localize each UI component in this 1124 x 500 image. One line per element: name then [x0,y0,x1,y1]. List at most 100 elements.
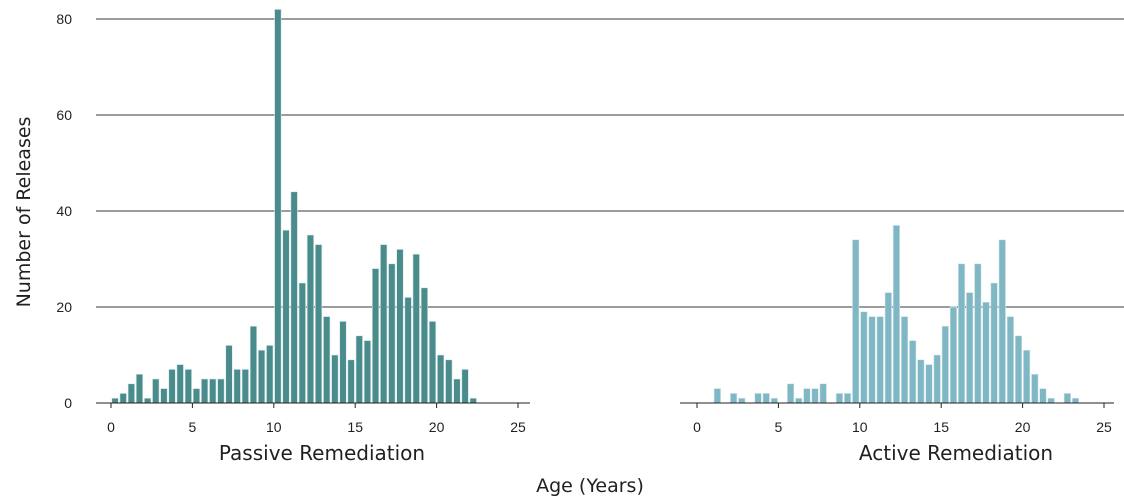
bar [258,349,266,404]
x-tick-label: 5 [189,419,197,435]
bar [225,345,233,404]
y-tick-label: 0 [64,395,72,411]
y-tick-labels: 0 20 40 60 80 [56,11,72,411]
bar [876,316,884,404]
bar [201,378,209,404]
x-tick-labels: 0 5 10 15 20 25 0 5 10 15 20 25 [107,419,1112,435]
bar [274,9,282,404]
x-tick-label: 5 [775,419,783,435]
bar [127,383,135,404]
bar [388,263,396,404]
bar [249,325,258,404]
bar [355,335,363,404]
x-tick-label: 25 [1096,419,1112,435]
bar [428,321,437,404]
bar [111,397,119,404]
bar [323,316,331,404]
x-tick-label: 20 [429,419,445,435]
bar [119,393,127,404]
bar [762,393,770,404]
bar [217,378,225,404]
bar [233,369,241,404]
bar [909,340,917,404]
bar [1023,349,1031,404]
bar [282,229,290,404]
bar [241,369,249,404]
bar [803,388,811,404]
bar [884,292,892,404]
bar [420,287,428,404]
bar [380,244,388,404]
bar [363,340,371,404]
bar [925,364,933,404]
bar [1071,397,1080,404]
bar [266,345,274,404]
bar [290,191,298,404]
bar [331,354,339,404]
bar [738,397,746,404]
x-tick-label: 0 [107,419,115,435]
bar [184,369,192,404]
bar [868,316,876,404]
bars [111,9,1080,404]
bar [852,239,860,404]
bar [1031,373,1039,404]
bar [819,383,827,404]
bar [1039,388,1047,404]
bar [298,282,306,404]
bar [314,244,323,404]
bar [990,282,998,404]
x-tick-label: 25 [510,419,526,435]
x-tick-label: 15 [933,419,949,435]
panel-title-active: Active Remediation [859,441,1053,465]
bar [144,397,152,404]
x-tick-label: 10 [852,419,868,435]
bar [795,397,803,404]
panel-title-passive: Passive Remediation [219,441,425,465]
bar [347,359,355,404]
bar [966,292,974,404]
bar [982,301,990,404]
bar [949,306,957,404]
y-tick-label: 40 [56,203,72,219]
bar [787,383,795,404]
bar [1014,335,1023,404]
x-tick-label: 20 [1015,419,1031,435]
bar [135,373,144,404]
bar [933,354,941,404]
bar [998,239,1006,404]
bar [160,388,168,404]
bar [941,325,949,404]
x-tick-label: 15 [347,419,363,435]
y-tick-label: 20 [56,299,72,315]
y-axis-label: Number of Releases [13,117,35,308]
bar [917,359,925,404]
bar [835,393,844,404]
bar [974,263,982,404]
bar [844,393,852,404]
bar [152,378,160,404]
bar [730,393,738,404]
bar [892,225,900,404]
bar [396,249,404,404]
bar [900,316,909,404]
bar [168,369,176,404]
bar [176,364,184,404]
bar [770,397,778,404]
bar [461,369,469,404]
bar [412,253,420,404]
bar [445,359,453,404]
x-axis-label: Age (Years) [536,475,644,497]
bar [957,263,966,404]
bar [811,388,819,404]
x-axes [96,402,1114,408]
bar [713,388,721,404]
bar [192,388,201,404]
x-tick-label: 0 [693,419,701,435]
bar [209,378,217,404]
bar [453,378,461,404]
bar [371,268,380,404]
bar [1047,397,1055,404]
y-tick-label: 60 [56,107,72,123]
bar [339,321,347,404]
